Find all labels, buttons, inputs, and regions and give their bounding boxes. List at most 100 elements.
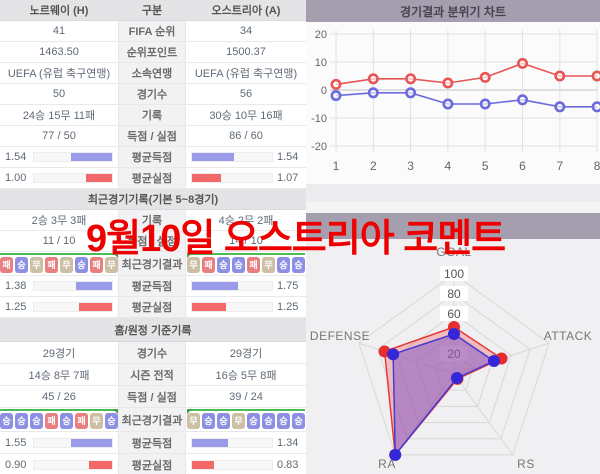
- home-value-cell: 1.25: [0, 297, 118, 317]
- table-section: 최근경기기록(기본 5~8경기) 2승 3무 3패 기록 4승 2무 2패 11 / 1…: [0, 189, 306, 318]
- table-row: 77 / 50 득점 / 실점 86 / 60: [0, 126, 306, 147]
- away-value-cell: 86 / 60: [229, 130, 263, 142]
- svg-text:20: 20: [447, 347, 461, 361]
- result-badge-win: 승: [60, 412, 73, 429]
- stat-label: 최근경기결과: [118, 252, 186, 275]
- away-value-cell: 1.34: [186, 432, 306, 453]
- stat-label: 평균실점: [118, 168, 186, 188]
- stat-value: 1.25: [5, 301, 27, 313]
- stat-label: 순위포인트: [118, 42, 186, 62]
- away-value-cell: 16승 5무 8패: [215, 369, 277, 382]
- compare-table: 노르웨이 (H) 구분 오스트리아 (A) 41 FIFA 순위 34 1463.50…: [0, 0, 306, 474]
- result-badge-win: 승: [277, 412, 290, 429]
- result-badge-win: 승: [292, 412, 305, 429]
- home-team-name: 노르웨이 (H): [29, 5, 89, 17]
- stat-bar-fill: [192, 174, 221, 182]
- result-badge-loss: 패: [0, 256, 13, 273]
- home-value-cell: 0.90: [0, 454, 118, 474]
- home-value-cell: 1463.50: [39, 46, 79, 58]
- stat-bar-fill: [192, 303, 226, 311]
- result-badge-draw: 무: [105, 256, 118, 273]
- table-row: 승 승 승 패 승 패 무 승 최근경기결과 무 승 승 무 승 승 승 승: [0, 408, 306, 432]
- home-value-cell: 14승 8무 7패: [28, 369, 90, 382]
- result-badge-loss: 패: [90, 256, 103, 273]
- overlay-comment-title: 9월10일 오스트리아 코멘트: [86, 218, 506, 260]
- stat-label: 득점 / 실점: [118, 126, 186, 146]
- stat-bar-fill: [76, 282, 112, 290]
- stat-label: 평균실점: [118, 454, 186, 474]
- stat-bar-track: [191, 281, 273, 291]
- result-badge-draw: 무: [60, 256, 73, 273]
- result-badge-draw: 무: [187, 412, 200, 429]
- away-value-cell: 1.75: [186, 276, 306, 296]
- result-badge-draw: 무: [187, 256, 200, 273]
- result-badge-draw: 무: [90, 412, 103, 429]
- table-row: 50 경기수 56: [0, 84, 306, 105]
- stat-value: 1.54: [5, 151, 27, 163]
- away-value-cell: 0.83: [186, 454, 306, 474]
- svg-text:-10: -10: [311, 113, 327, 125]
- stat-bar-track: [33, 281, 113, 291]
- stat-bar-fill: [79, 303, 112, 311]
- table-row: 패 승 무 패 무 승 패 무 최근경기결과 무 패 승 승 패 무 승 승: [0, 252, 306, 276]
- table-row: 1.54 평균득점 1.54: [0, 147, 306, 168]
- away-value-cell: 30승 10무 16패: [209, 110, 283, 122]
- svg-text:5: 5: [482, 159, 489, 173]
- stat-value: 1.00: [5, 172, 27, 184]
- result-badge-loss: 패: [202, 256, 215, 273]
- away-value-cell: 1.54: [186, 147, 306, 167]
- stat-label: 경기수: [118, 342, 186, 363]
- section-header: 홈/원정 기준기록: [0, 318, 306, 342]
- away-value-cell: UEFA (유럽 축구연맹): [194, 68, 298, 80]
- panel-gap-light: [306, 202, 600, 213]
- svg-text:80: 80: [447, 287, 461, 301]
- result-badge-win: 승: [262, 412, 275, 429]
- section-header: 최근경기기록(기본 5~8경기): [0, 189, 306, 210]
- stat-value: 0.90: [5, 458, 27, 471]
- result-badge-win: 승: [247, 412, 260, 429]
- stat-label: 득점 / 실점: [118, 231, 186, 251]
- home-value-cell: 45 / 26: [42, 390, 76, 403]
- stat-bar-fill: [192, 153, 234, 161]
- home-value-cell: 29경기: [42, 347, 76, 360]
- away-team-name: 오스트리아 (A): [211, 5, 281, 17]
- table-row: 41 FIFA 순위 34: [0, 21, 306, 42]
- home-value-cell: 50: [52, 88, 66, 100]
- compare-table-header: 노르웨이 (H) 구분 오스트리아 (A): [0, 0, 306, 21]
- stat-bar-track: [191, 437, 273, 448]
- svg-text:-20: -20: [311, 141, 327, 153]
- away-value-cell: 1.25: [186, 297, 306, 317]
- result-badge-loss: 패: [45, 256, 58, 273]
- table-section: 41 FIFA 순위 34 1463.50 순위포인트 1500.37 UEFA (유럽 축…: [0, 21, 306, 189]
- result-badge-win: 승: [232, 256, 245, 273]
- stat-value: 1.55: [5, 436, 27, 449]
- stat-value: 1.25: [277, 301, 299, 313]
- result-badge-loss: 패: [45, 412, 58, 429]
- result-badge-win: 승: [217, 256, 230, 273]
- stat-label: FIFA 순위: [118, 21, 186, 41]
- home-value-cell: 24승 15무 11패: [22, 110, 96, 122]
- result-badge-win: 승: [30, 412, 43, 429]
- svg-text:0: 0: [321, 85, 327, 97]
- svg-text:1: 1: [333, 159, 340, 173]
- stat-bar-fill: [71, 153, 112, 161]
- compare-table-body: 41 FIFA 순위 34 1463.50 순위포인트 1500.37 UEFA (유럽 축…: [0, 21, 306, 474]
- stat-value: 1.38: [5, 280, 27, 292]
- svg-text:4: 4: [445, 159, 452, 173]
- stat-bar-track: [33, 437, 113, 448]
- result-badge-win: 승: [202, 412, 215, 429]
- svg-text:RA: RA: [378, 457, 396, 471]
- stat-bar-fill: [192, 438, 228, 447]
- away-value-cell: 4승 2무 2패: [218, 215, 274, 227]
- result-badge-loss: 패: [247, 256, 260, 273]
- home-value-cell: 1.54: [0, 147, 118, 167]
- away-value-cell: 34: [239, 25, 253, 37]
- svg-text:8: 8: [594, 159, 600, 173]
- home-value-cell: 41: [52, 25, 66, 37]
- away-value-cell: 56: [239, 88, 253, 100]
- home-value-cell: 2승 3무 3패: [31, 215, 87, 227]
- stat-bar-track: [191, 173, 273, 183]
